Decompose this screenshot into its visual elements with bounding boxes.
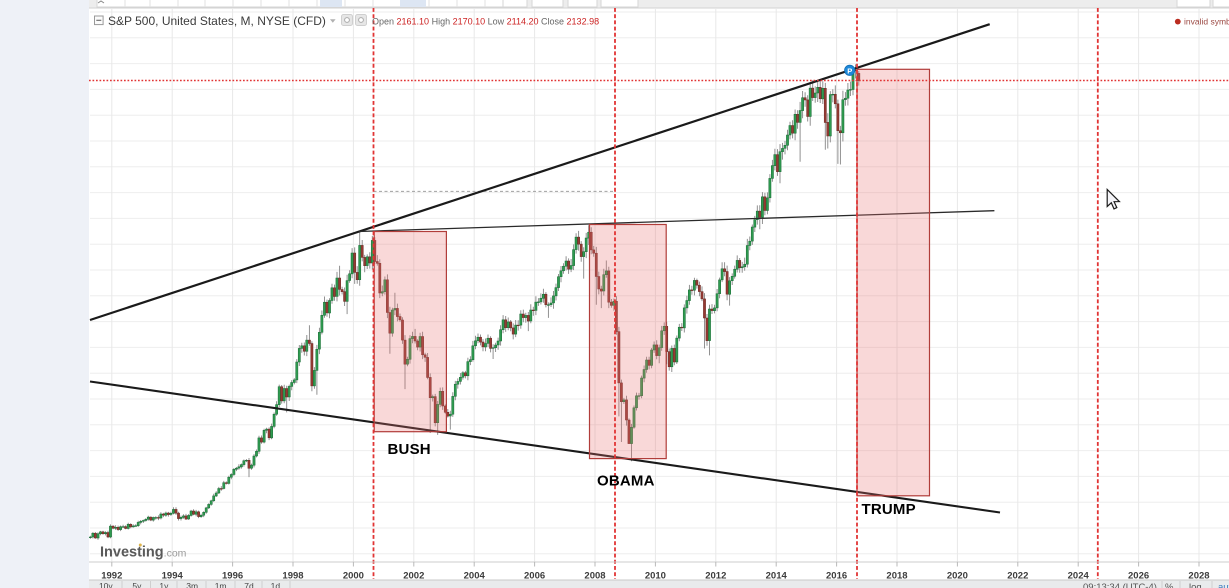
svg-text:2026: 2026 bbox=[1128, 571, 1149, 582]
svg-text:2022: 2022 bbox=[1007, 571, 1028, 582]
svg-text:%: % bbox=[1165, 582, 1174, 588]
svg-text:2000: 2000 bbox=[343, 571, 364, 582]
svg-text:1996: 1996 bbox=[222, 571, 243, 582]
svg-text:2014: 2014 bbox=[766, 571, 788, 582]
svg-text:log: log bbox=[1189, 582, 1202, 588]
svg-text:OBAMA: OBAMA bbox=[597, 473, 655, 490]
svg-text:2010: 2010 bbox=[645, 571, 666, 582]
svg-text:2024: 2024 bbox=[1068, 571, 1090, 582]
svg-text:invalid symbol, plea: invalid symbol, plea bbox=[1184, 17, 1229, 27]
svg-text:1998: 1998 bbox=[282, 571, 303, 582]
svg-text:2006: 2006 bbox=[524, 571, 545, 582]
svg-text:7d: 7d bbox=[244, 581, 254, 588]
svg-text:TRUMP: TRUMP bbox=[862, 501, 916, 518]
svg-text:1m: 1m bbox=[215, 581, 227, 588]
svg-text:2004: 2004 bbox=[464, 571, 486, 582]
svg-text:P: P bbox=[847, 67, 852, 76]
svg-text:2016: 2016 bbox=[826, 571, 847, 582]
svg-text:5y: 5y bbox=[132, 581, 142, 588]
svg-text:2028: 2028 bbox=[1188, 571, 1209, 582]
svg-text:Investing.com: Investing.com bbox=[100, 545, 187, 561]
svg-text:S&P 500, United States, M, NYS: S&P 500, United States, M, NYSE (CFD) bbox=[108, 14, 326, 28]
svg-text:09:13:34 (UTC-4): 09:13:34 (UTC-4) bbox=[1083, 582, 1157, 588]
svg-text:10y: 10y bbox=[99, 581, 113, 588]
svg-text:2012: 2012 bbox=[705, 571, 726, 582]
svg-text:Open 2161.10 High 2170.10 Low: Open 2161.10 High 2170.10 Low 2114.20 Cl… bbox=[372, 17, 599, 27]
svg-text:3m: 3m bbox=[186, 581, 198, 588]
svg-text:2002: 2002 bbox=[403, 571, 424, 582]
svg-text:2008: 2008 bbox=[584, 571, 605, 582]
svg-text:aut: aut bbox=[1218, 582, 1229, 588]
svg-text:1992: 1992 bbox=[101, 571, 122, 582]
svg-text:1y: 1y bbox=[159, 581, 169, 588]
svg-text:2020: 2020 bbox=[947, 571, 968, 582]
svg-text:BUSH: BUSH bbox=[388, 441, 431, 458]
svg-text:1d: 1d bbox=[271, 581, 281, 588]
svg-text:2018: 2018 bbox=[886, 571, 907, 582]
svg-text:1994: 1994 bbox=[162, 571, 184, 582]
